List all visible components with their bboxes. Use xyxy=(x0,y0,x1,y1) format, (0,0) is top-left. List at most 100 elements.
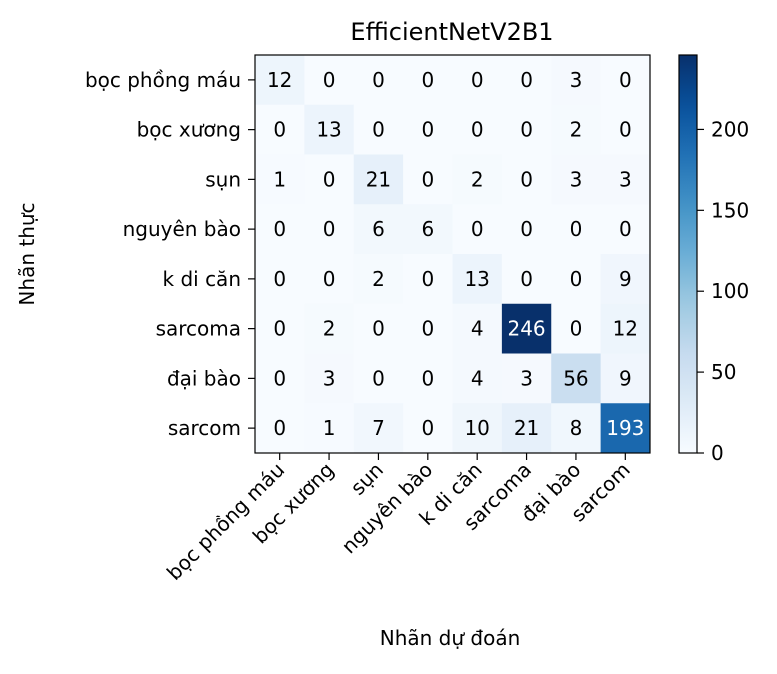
heatmap-cell xyxy=(600,104,651,155)
cell-value-label: 3 xyxy=(570,167,583,191)
cell-value-label: 246 xyxy=(507,317,545,341)
cell-value-label: 1 xyxy=(323,416,336,440)
heatmap-cell xyxy=(403,403,453,454)
cell-value-label: 13 xyxy=(464,267,489,291)
cell-value-label: 0 xyxy=(372,366,385,390)
heatmap-cell xyxy=(501,154,552,205)
heatmap-cell xyxy=(501,55,552,106)
cell-value-label: 6 xyxy=(421,217,434,241)
cell-value-label: 0 xyxy=(421,68,434,92)
heatmap-cell xyxy=(501,403,552,454)
cell-value-label: 0 xyxy=(421,167,434,191)
heatmap-cell xyxy=(255,353,305,404)
heatmap-cell xyxy=(353,104,404,155)
cell-value-label: 3 xyxy=(570,68,583,92)
heatmap-cell xyxy=(304,353,355,404)
cell-value-label: 56 xyxy=(563,366,588,390)
colorbar xyxy=(678,54,698,454)
cell-value-label: 0 xyxy=(323,267,336,291)
y-tick-label: sarcom xyxy=(168,416,241,440)
heatmap-cell xyxy=(403,254,453,305)
cell-value-label: 2 xyxy=(372,267,385,291)
y-axis-ticks: bọc phồng máu bọc xương sụn nguyên bào k di … xyxy=(85,68,255,440)
heatmap-cell xyxy=(600,154,651,205)
heatmap-cell xyxy=(403,303,453,354)
cell-value-label: 0 xyxy=(273,317,286,341)
heatmap-cell xyxy=(452,104,503,155)
cell-value-label: 0 xyxy=(421,118,434,142)
cell-value-label: 8 xyxy=(570,416,583,440)
cell-value-label: 9 xyxy=(619,366,632,390)
heatmap-cell xyxy=(255,204,305,255)
cell-value-label: 21 xyxy=(366,167,391,191)
cell-value-label: 0 xyxy=(372,317,385,341)
heatmap-cell xyxy=(353,154,404,205)
cell-value-label: 0 xyxy=(372,118,385,142)
heatmap-cell xyxy=(403,55,453,106)
chart-title: EfficientNetV2B1 xyxy=(350,18,553,46)
colorbar-ticks: 0 50 100 150 200 xyxy=(697,117,749,465)
cell-value-label: 13 xyxy=(316,118,341,142)
cell-value-label: 3 xyxy=(520,366,533,390)
cell-value-label: 0 xyxy=(421,317,434,341)
cell-value-label: 0 xyxy=(471,217,484,241)
cell-value-label: 0 xyxy=(323,217,336,241)
heatmap-cell xyxy=(304,403,355,454)
heatmap-cell xyxy=(353,254,404,305)
heatmap-cell xyxy=(551,204,602,255)
x-tick-label: sụn xyxy=(346,458,388,500)
y-tick-label: bọc xương xyxy=(137,118,241,142)
heatmap-cell xyxy=(353,303,404,354)
cell-value-label: 0 xyxy=(273,267,286,291)
heatmap-cell xyxy=(600,303,651,354)
cell-value-label: 2 xyxy=(471,167,484,191)
heatmap-cell xyxy=(353,353,404,404)
cell-value-label: 10 xyxy=(464,416,489,440)
cell-value-label: 0 xyxy=(520,167,533,191)
cell-value-label: 0 xyxy=(421,366,434,390)
heatmap-cell xyxy=(501,254,552,305)
cell-value-label: 0 xyxy=(421,267,434,291)
cell-value-label: 9 xyxy=(619,267,632,291)
heatmap-cell xyxy=(551,154,602,205)
heatmap-cell xyxy=(600,254,651,305)
heatmap-cell xyxy=(403,104,453,155)
plot-frame xyxy=(254,54,651,454)
heatmap-cell xyxy=(255,104,305,155)
cell-value-label: 0 xyxy=(570,317,583,341)
heatmap-cell xyxy=(452,403,503,454)
heatmap-cell xyxy=(255,55,305,106)
heatmap-cell xyxy=(452,254,503,305)
colorbar-tick-label: 0 xyxy=(711,441,724,465)
heatmap-cell xyxy=(452,353,503,404)
cell-value-label: 2 xyxy=(323,317,336,341)
heatmap-cell xyxy=(600,204,651,255)
cell-value-label: 0 xyxy=(273,366,286,390)
cell-value-label: 0 xyxy=(520,68,533,92)
cell-value-label: 0 xyxy=(273,118,286,142)
heatmap-cell xyxy=(551,403,602,454)
cell-value-label: 0 xyxy=(570,267,583,291)
cell-value-label: 0 xyxy=(273,217,286,241)
y-tick-label: k di căn xyxy=(163,267,241,291)
heatmap-cell xyxy=(501,204,552,255)
cell-value-label: 0 xyxy=(471,118,484,142)
heatmap-cell xyxy=(551,353,602,404)
heatmap-cell xyxy=(501,104,552,155)
cell-value-label: 12 xyxy=(613,317,638,341)
cell-value-label: 3 xyxy=(619,167,632,191)
cell-value-label: 0 xyxy=(372,68,385,92)
y-tick-label: sụn xyxy=(205,167,241,191)
cell-value-label: 12 xyxy=(267,68,292,92)
cell-value-label: 0 xyxy=(323,68,336,92)
heatmap-cell xyxy=(600,55,651,106)
cell-value-label: 7 xyxy=(372,416,385,440)
cell-value-label: 4 xyxy=(471,317,484,341)
heatmap-cell xyxy=(304,154,355,205)
cell-value-label: 0 xyxy=(619,68,632,92)
cell-value-label: 6 xyxy=(372,217,385,241)
cell-value-label: 0 xyxy=(520,217,533,241)
